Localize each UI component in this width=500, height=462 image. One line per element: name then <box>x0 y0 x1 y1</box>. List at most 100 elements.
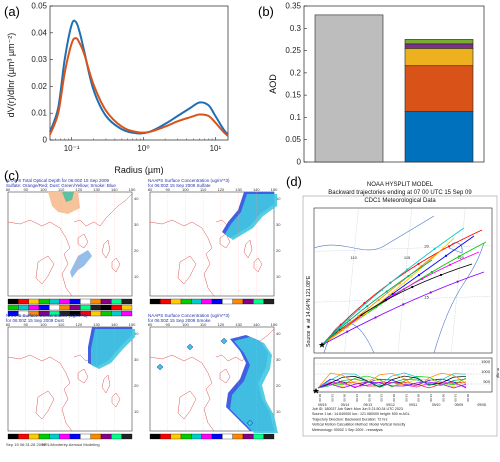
naaps-coastline <box>77 233 89 249</box>
hysplit-trajectory-9 <box>321 259 433 346</box>
b-ytick-label: 0.05 <box>285 135 301 144</box>
hysplit-traj-marker <box>406 268 409 271</box>
hysplit-source-label: Source ★ at 14.64°N 121.08°E <box>306 275 312 347</box>
hysplit-time-label: 06 00 <box>466 394 470 402</box>
panel-a-label: (a) <box>4 4 20 19</box>
naaps-lat-label: 30 <box>134 222 139 227</box>
naaps-colorbar-cell <box>111 304 122 311</box>
naaps-colorbar-cell <box>222 433 233 440</box>
naaps-colorbar-cell <box>80 433 91 440</box>
naaps-lon-label: 100 <box>40 187 47 192</box>
hysplit-traj-marker <box>417 274 421 277</box>
hysplit-map: Source ★ at 14.64°N 121.08°E 110 115 120 20 1… <box>306 207 493 354</box>
hysplit-info-line: Trajectory Direction: Backward Duration:… <box>312 417 388 421</box>
panel-d-label: (d) <box>286 174 302 189</box>
hysplit-height-tick: 500 <box>483 379 490 384</box>
naaps-lat-label: 30 <box>276 222 281 227</box>
naaps-colorbar-cell <box>253 433 264 440</box>
hysplit-trajectory-7 <box>321 247 445 346</box>
hysplit-time-label: 18 00 <box>454 394 458 402</box>
hysplit-met-data: CDC1 Meteorological Data <box>364 198 436 204</box>
naaps-lat-label: 40 <box>134 331 139 336</box>
naaps-lon-label: 130 <box>235 322 242 327</box>
hysplit-info-line: Vertical Motion Calculation Method: Mode… <box>312 423 405 427</box>
hysplit-time-label: 06 00 <box>343 394 347 402</box>
hysplit-trajectory-3 <box>321 227 465 346</box>
naaps-lat-label: 40 <box>134 196 139 201</box>
naaps-colorbar-cell <box>111 310 122 317</box>
hysplit-traj-marker <box>448 245 451 248</box>
hysplit-date-label: 09/12 <box>386 403 395 407</box>
b-ytick-label: 0 <box>297 158 302 167</box>
naaps-colorbar-cell <box>7 298 19 305</box>
b-bar-0-segment-0 <box>314 14 384 163</box>
naaps-coastline <box>73 193 133 227</box>
panel-a-series <box>49 19 229 137</box>
naaps-lon-label: 130 <box>93 322 100 327</box>
naaps-map-title-1: NAAPS Surface Concentration (ug/m**3) <box>148 178 230 183</box>
hysplit-lon-grid <box>451 207 466 354</box>
panel-b-label: (b) <box>258 4 274 19</box>
naaps-colorbar-cell <box>59 298 71 305</box>
hysplit-date-label: 09/14 <box>341 403 350 407</box>
hysplit-traj-marker <box>374 316 377 319</box>
naaps-lon-label: 120 <box>218 322 225 327</box>
naaps-colorbar-cell <box>160 433 171 440</box>
naaps-colorbar-cell <box>28 304 40 311</box>
hysplit-lon-label: 120 <box>457 255 464 260</box>
panel-c-maps: NAAPS Total Optical Depth for 06:00Z 15 … <box>6 178 281 440</box>
naaps-colorbar-cell <box>111 433 122 440</box>
naaps-lon-label: 90 <box>23 322 28 327</box>
naaps-smoke-spot <box>246 419 254 427</box>
hysplit-date-label: 09/13 <box>364 403 373 407</box>
naaps-coastline <box>177 390 197 420</box>
naaps-coastline <box>177 255 197 285</box>
a-ytick-label: 0.04 <box>31 28 47 37</box>
naaps-colorbar-cell <box>28 298 40 305</box>
naaps-lat-label: 30 <box>134 357 139 362</box>
panel-a-xlabel: Radius (µm) <box>114 165 163 175</box>
hysplit-lon-label: 115 <box>404 255 411 260</box>
naaps-coastline <box>77 368 89 384</box>
hysplit-traj-marker <box>377 298 380 302</box>
hysplit-info-line: Meteorology: 0000Z 1 Sep 2009 - reanalys… <box>312 428 383 432</box>
naaps-smoke-spot <box>156 363 164 371</box>
hysplit-height-line-9 <box>317 378 467 389</box>
naaps-map-3: NAAPS Surface Concentration (ug/m**3)for… <box>148 313 281 440</box>
hysplit-lat-label: 15 <box>424 294 429 299</box>
naaps-lon-label: 120 <box>76 322 83 327</box>
naaps-colorbar-cell <box>7 304 19 311</box>
naaps-lon-label: 120 <box>76 187 83 192</box>
naaps-lon-label: 90 <box>165 187 170 192</box>
naaps-colorbar-cell <box>38 304 50 311</box>
a-xtick-label: 10⁻¹ <box>64 144 80 153</box>
hysplit-height-source-star <box>312 388 320 394</box>
naaps-lon-label: 110 <box>200 187 207 192</box>
panel-b-axes-box <box>303 5 485 163</box>
hysplit-coastline <box>433 242 485 354</box>
a-ytick-label: 0.05 <box>31 2 47 11</box>
naaps-map-subtitle-2: for 06:00Z 15 Sep 2009 Dust <box>6 318 65 323</box>
hysplit-date-label: 09/15 <box>318 403 327 407</box>
hysplit-traj-marker <box>337 330 340 333</box>
naaps-colorbar-cell <box>38 433 50 440</box>
panel-d: (d) NOAA HYSPLIT MODEL Backward trajecto… <box>286 174 500 437</box>
naaps-smoke-spot <box>186 343 194 351</box>
naaps-lat-label: 40 <box>276 331 281 336</box>
naaps-colorbar-cell <box>149 298 161 305</box>
naaps-colorbar-cell <box>253 298 264 305</box>
naaps-map-title-3: NAAPS Surface Concentration (ug/m**3) <box>148 313 230 318</box>
hysplit-traj-marker <box>444 254 448 257</box>
hysplit-height-line-1 <box>317 378 467 389</box>
naaps-colorbar-cell <box>121 310 133 317</box>
hysplit-traj-marker <box>429 291 432 294</box>
hysplit-height-tick: 1500 <box>481 359 491 364</box>
b-bar-1-segment-4 <box>404 39 474 45</box>
hysplit-lat-label: 20 <box>424 244 429 249</box>
hysplit-traj-marker <box>332 332 336 335</box>
naaps-colorbar-cell <box>90 433 102 440</box>
hysplit-traj-marker <box>384 299 387 302</box>
naaps-lon-label: 100 <box>40 322 47 327</box>
naaps-lon-label: 80 <box>6 322 11 327</box>
naaps-colorbar-cell <box>121 433 133 440</box>
